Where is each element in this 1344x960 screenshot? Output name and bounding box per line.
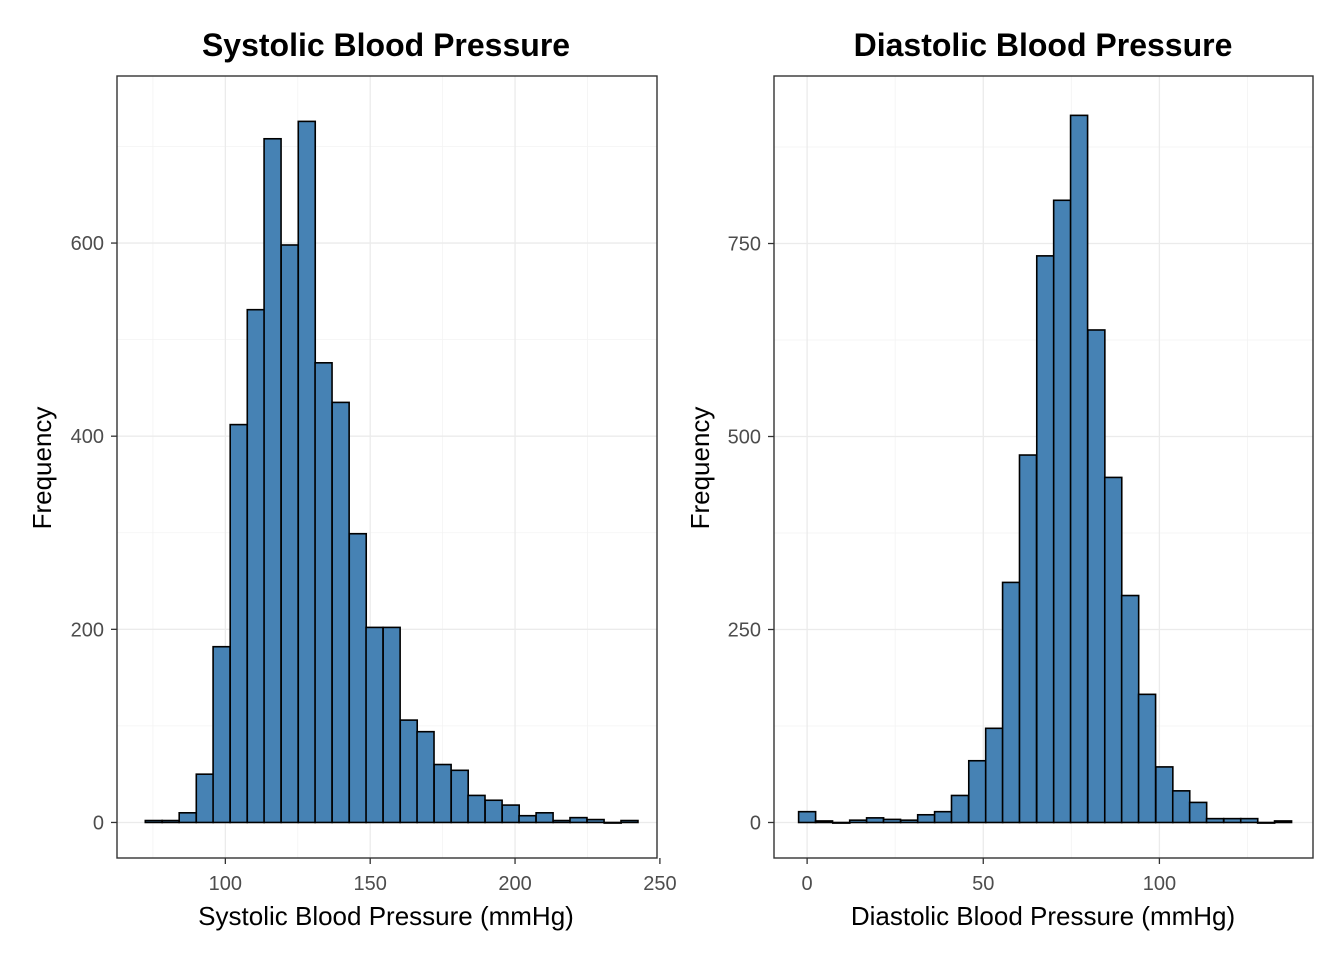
diastolic-histogram-bar <box>1018 454 1038 824</box>
diastolic-y-axis-title: Frequency <box>685 407 715 530</box>
diastolic-x-tick-label: 0 <box>802 873 813 895</box>
diastolic-y-tick-label: 0 <box>750 812 761 834</box>
diastolic-histogram-bar <box>1205 817 1225 824</box>
diastolic-histogram-bar <box>831 821 851 824</box>
systolic-histogram-bar <box>212 645 231 824</box>
systolic-histogram-bar <box>484 799 503 824</box>
diastolic-histogram-bar <box>848 819 868 824</box>
systolic-x-tick-label: 150 <box>354 873 387 895</box>
diastolic-histogram-bar <box>1273 820 1293 824</box>
diastolic-histogram-bar <box>984 727 1004 824</box>
systolic-histogram-bar <box>399 719 419 824</box>
systolic-x-tick-label: 200 <box>498 873 531 895</box>
diastolic-histogram-bar <box>1052 199 1072 824</box>
diastolic-x-tick-label: 50 <box>972 873 994 895</box>
systolic-histogram-bar <box>433 763 452 824</box>
systolic-histogram-bar <box>229 423 248 824</box>
systolic-histogram-bar <box>450 769 470 824</box>
systolic-histogram-bar <box>348 532 368 824</box>
systolic-histogram-bar <box>195 773 215 824</box>
diastolic-histogram-bar <box>1087 329 1106 824</box>
diastolic-y-tick-label: 750 <box>728 234 761 256</box>
systolic-histogram-bar <box>586 818 605 824</box>
systolic-histogram-bar <box>331 401 350 824</box>
systolic-histogram-bar <box>246 308 266 824</box>
systolic-histogram-bar <box>178 812 197 824</box>
systolic-x-axis-title: Systolic Blood Pressure (mmHg) <box>198 901 574 931</box>
diastolic-x-tick-label: 100 <box>1143 873 1176 895</box>
systolic-histogram-bar <box>569 816 588 824</box>
diastolic-histogram-bar <box>967 759 987 824</box>
systolic-histogram-bar <box>314 362 333 824</box>
diastolic-histogram-bar <box>814 820 834 824</box>
systolic-histogram-bar <box>467 794 486 824</box>
diastolic-histogram-bar <box>1223 817 1242 824</box>
systolic-histogram-bar <box>518 814 537 824</box>
systolic-histogram-bar <box>280 244 299 824</box>
systolic-y-tick-label: 0 <box>93 812 104 834</box>
systolic-histogram-bar <box>144 819 164 824</box>
diastolic-histogram-bar <box>1171 790 1191 824</box>
systolic-x-tick-label: 100 <box>209 873 242 895</box>
diastolic-histogram-bar <box>1103 476 1123 824</box>
diastolic-histogram-bar <box>865 817 885 824</box>
systolic-histogram-bar <box>263 137 282 824</box>
diastolic-histogram-bar <box>882 818 902 824</box>
systolic-chart-title: Systolic Blood Pressure <box>202 27 570 63</box>
diastolic-chart-title: Diastolic Blood Pressure <box>854 27 1233 63</box>
diastolic-histogram-bar <box>1035 255 1055 824</box>
diastolic-x-axis-title: Diastolic Blood Pressure (mmHg) <box>851 901 1235 931</box>
diastolic-histogram-bar <box>1001 581 1021 824</box>
systolic-y-tick-label: 600 <box>71 233 104 255</box>
systolic-histogram-bar <box>416 730 435 824</box>
systolic-histogram-bar <box>552 819 571 824</box>
systolic-histogram-bar <box>535 812 554 824</box>
diastolic-histogram-bar <box>1256 821 1276 824</box>
diastolic-histogram-bar <box>950 794 970 824</box>
systolic-histogram-bar <box>620 819 639 824</box>
systolic-histogram-bar <box>161 819 180 824</box>
diastolic-y-tick-label: 250 <box>728 619 761 641</box>
diastolic-y-tick-label: 500 <box>728 427 761 449</box>
systolic-histogram-bar <box>365 626 384 824</box>
diastolic-histogram-bar <box>1188 801 1208 824</box>
diastolic-histogram-bar <box>1137 693 1157 824</box>
systolic-histogram-bar <box>501 804 520 824</box>
diastolic-panel: Diastolic Blood Pressure 0 50 100 0 250 500 75… <box>685 27 1314 931</box>
systolic-y-axis-title: Frequency <box>27 407 57 530</box>
diastolic-histogram-bar <box>1155 766 1174 824</box>
diastolic-histogram-bar <box>916 813 936 824</box>
systolic-y-tick-label: 200 <box>71 619 104 641</box>
systolic-panel: Systolic Blood Pressure 100 150 200 250 0 200… <box>27 27 677 931</box>
diastolic-panel-border <box>773 75 1314 859</box>
systolic-histogram-bar <box>297 120 317 824</box>
diastolic-histogram-bar <box>1120 594 1140 824</box>
diastolic-histogram-bar <box>797 810 817 824</box>
diastolic-histogram-bar <box>1069 114 1089 824</box>
diastolic-histogram-bar <box>1239 817 1259 824</box>
systolic-y-tick-label: 400 <box>71 426 104 448</box>
systolic-panel-border <box>116 75 658 859</box>
diastolic-histogram-bar <box>933 810 953 824</box>
systolic-histogram-bar <box>603 821 622 824</box>
systolic-histogram-bar <box>382 626 401 824</box>
diastolic-histogram-bar <box>899 819 919 824</box>
systolic-x-tick-label: 250 <box>643 873 676 895</box>
